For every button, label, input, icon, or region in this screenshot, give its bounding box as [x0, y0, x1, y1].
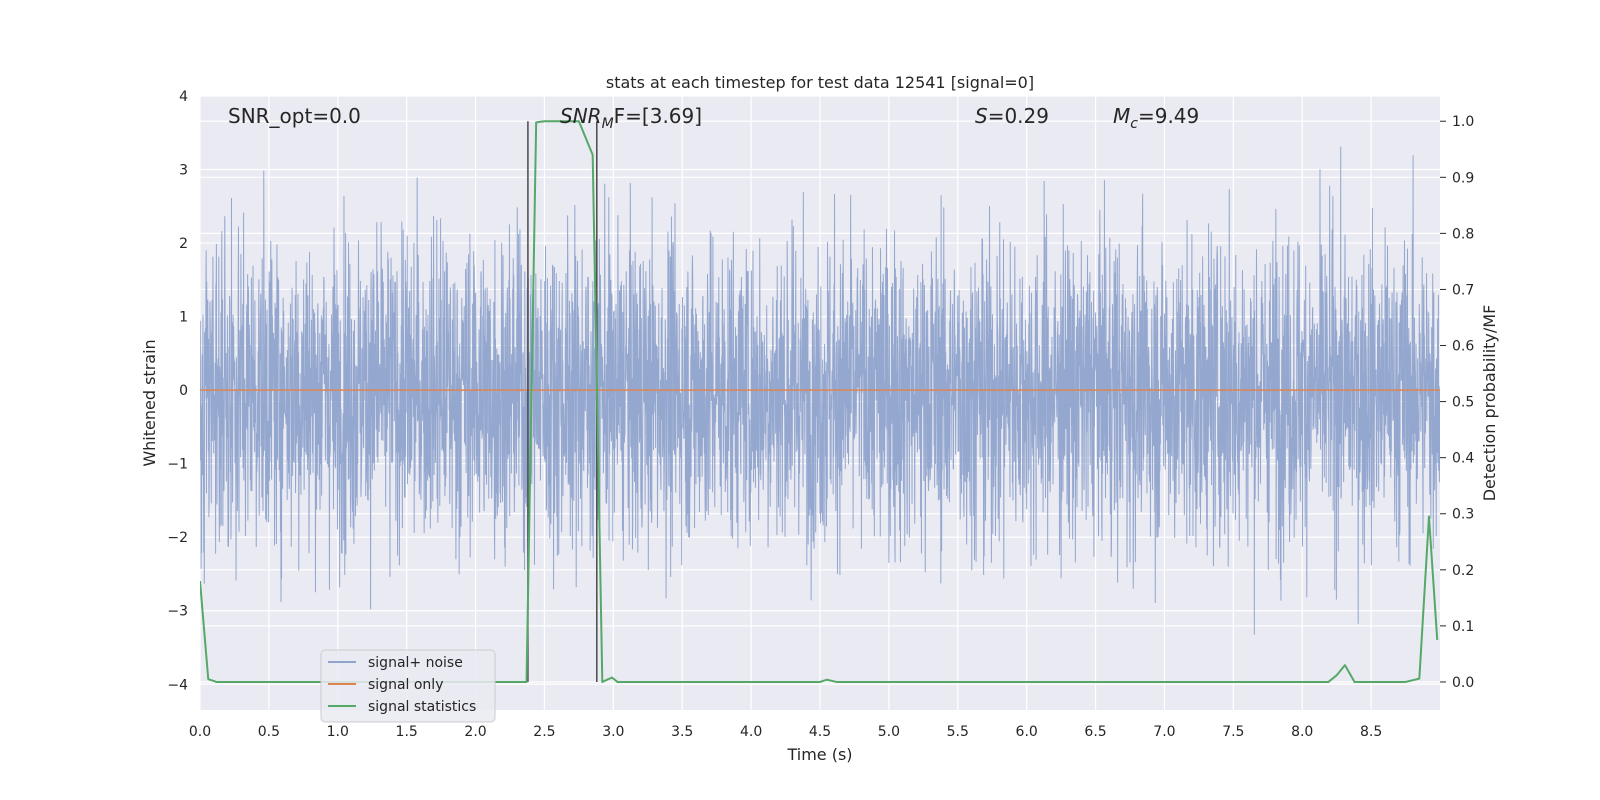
y-right-tick-label: 1.0 [1452, 114, 1474, 130]
annotation-snr-mf-sub: M [602, 116, 614, 132]
y-right-tick-label: 0.1 [1452, 619, 1474, 635]
y-left-tick-label: 3 [179, 163, 188, 179]
y-right-tick-label: 0.8 [1452, 226, 1474, 242]
legend-label-signal-statistics: signal statistics [368, 699, 476, 715]
annotation-s: S=0.29 [975, 104, 1049, 128]
x-tick-label: 5.0 [878, 724, 900, 740]
y-right-tick-label: 0.2 [1452, 563, 1474, 579]
annotation-mc-sub: c [1130, 116, 1138, 132]
y-left-tick-label: −1 [167, 457, 188, 473]
annotation-snr-mf-base: SNR [560, 104, 602, 128]
y-axis-right-ticks: 1.0 0.9 0.8 0.7 0.6 0.5 0.4 0.3 0.2 0.1 0.0 [1440, 114, 1474, 691]
x-axis-label: Time (s) [786, 745, 852, 764]
y-right-tick-label: 0.3 [1452, 507, 1474, 523]
annotation-mc-base: M [1113, 104, 1130, 128]
annotation-mc-rest: =9.49 [1138, 104, 1199, 128]
y-right-tick-label: 0.5 [1452, 395, 1474, 411]
y-right-tick-label: 0.4 [1452, 451, 1474, 467]
annotation-snr-mf-rest: F=[3.69] [614, 104, 702, 128]
x-tick-label: 3.5 [671, 724, 693, 740]
y-axis-left-ticks: 4 3 2 1 0 −1 −2 −3 −4 [167, 89, 188, 693]
y-right-tick-label: 0.7 [1452, 282, 1474, 298]
x-tick-label: 2.0 [464, 724, 486, 740]
x-tick-label: 4.5 [809, 724, 831, 740]
y-left-tick-label: 4 [179, 89, 188, 105]
x-tick-label: 7.5 [1222, 724, 1244, 740]
x-tick-label: 5.5 [947, 724, 969, 740]
y-axis-right-label: Detection probability/MF [1480, 305, 1499, 502]
annotation-snr-mf: SNRMF=[3.69] [560, 104, 702, 132]
x-tick-label: 6.5 [1084, 724, 1106, 740]
y-left-tick-label: 1 [179, 310, 188, 326]
x-tick-label: 2.5 [533, 724, 555, 740]
y-right-tick-label: 0.9 [1452, 170, 1474, 186]
legend-box [320, 649, 496, 723]
x-axis-ticks: 0.0 0.5 1.0 1.5 2.0 2.5 3.0 3.5 4.0 4.5 5.0 5.5 6.0 6… [189, 724, 1382, 740]
x-tick-label: 8.0 [1291, 724, 1313, 740]
y-axis-left-label: Whitened strain [140, 339, 159, 466]
x-tick-label: 4.0 [740, 724, 762, 740]
y-left-tick-label: −3 [167, 604, 188, 620]
legend: signal+ noise signal only signal statist… [320, 649, 496, 723]
annotation-s-base: S [975, 104, 988, 128]
x-tick-label: 0.5 [258, 724, 280, 740]
y-right-tick-label: 0.0 [1452, 675, 1474, 691]
y-left-tick-label: −2 [167, 530, 188, 546]
annotation-snr-opt: SNR_opt=0.0 [228, 104, 361, 128]
y-left-tick-label: 2 [179, 236, 188, 252]
x-tick-label: 8.5 [1360, 724, 1382, 740]
x-tick-label: 1.0 [327, 724, 349, 740]
x-tick-label: 3.0 [602, 724, 624, 740]
legend-label-signal-noise: signal+ noise [368, 655, 463, 671]
series-signal-noise [200, 146, 1440, 635]
x-tick-label: 7.0 [1153, 724, 1175, 740]
legend-label-signal-only: signal only [368, 677, 443, 693]
x-tick-label: 1.5 [396, 724, 418, 740]
chart-title: stats at each timestep for test data 125… [606, 73, 1034, 92]
y-right-tick-label: 0.6 [1452, 339, 1474, 355]
annotation-mc: Mc=9.49 [1113, 104, 1199, 132]
y-left-tick-label: 0 [179, 383, 188, 399]
x-tick-label: 0.0 [189, 724, 211, 740]
x-tick-label: 6.0 [1016, 724, 1038, 740]
annotation-s-rest: =0.29 [988, 104, 1049, 128]
y-left-tick-label: −4 [167, 677, 188, 693]
